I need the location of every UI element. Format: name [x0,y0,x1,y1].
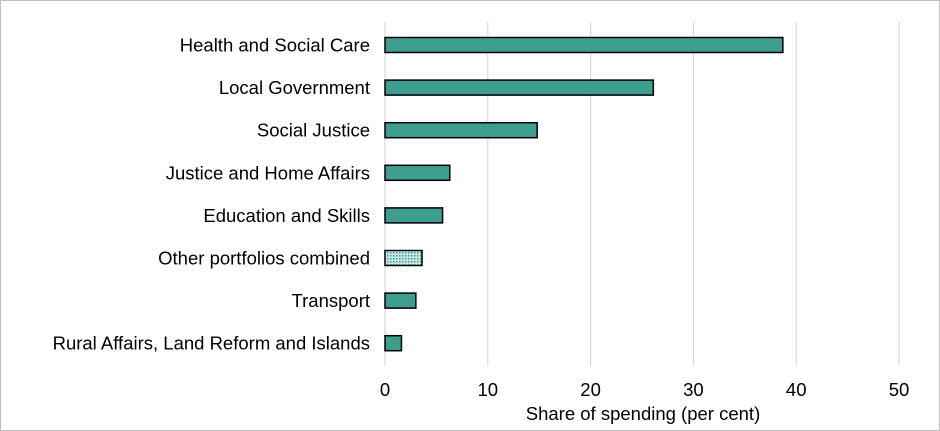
bar [384,164,451,182]
bar [384,249,423,267]
category-label: Social Justice [257,120,370,141]
bar [384,79,655,96]
category-label: Health and Social Care [180,35,370,56]
category-label: Education and Skills [203,205,370,226]
category-label: Other portfolios combined [158,248,370,269]
category-label: Justice and Home Affairs [166,162,370,183]
x-tick-labels: 0 10 20 30 40 50 [380,379,909,400]
bar [384,292,417,309]
x-tick-label: 0 [380,379,390,400]
bar [384,207,444,224]
x-tick-label: 10 [478,379,499,400]
x-axis-title: Share of spending (per cent) [526,403,760,424]
category-label: Transport [292,290,370,311]
bar [384,36,784,54]
x-tick-label: 30 [683,379,704,400]
gridlines [384,22,900,366]
category-label: Local Government [219,77,370,98]
category-labels: Health and Social Care Local Government So… [53,35,370,354]
category-label: Rural Affairs, Land Reform and Islands [53,333,370,354]
bar [384,121,538,139]
x-tick-label: 50 [889,379,910,400]
bars [384,36,784,352]
x-tick-label: 20 [580,379,601,400]
x-tick-label: 40 [786,379,807,400]
bar [384,334,403,352]
